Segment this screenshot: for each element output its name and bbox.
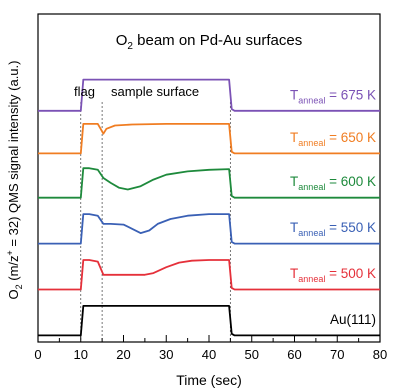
x-ticks: 0 10 20 30 40 50 60 70 80	[34, 335, 387, 362]
x-tick-label: 30	[159, 347, 173, 362]
region-label-flag: flag	[74, 84, 95, 99]
series-line	[38, 78, 380, 112]
series-line	[38, 259, 380, 291]
x-tick-label: 80	[373, 347, 387, 362]
series-lines	[38, 78, 380, 337]
x-tick-label: 0	[34, 347, 41, 362]
x-tick-label: 60	[287, 347, 301, 362]
x-tick-label: 40	[202, 347, 216, 362]
series-label: Tanneal = 550 K	[290, 220, 376, 238]
series-label: Tanneal = 650 K	[290, 130, 376, 148]
x-tick-label: 20	[116, 347, 130, 362]
x-tick-label: 50	[245, 347, 259, 362]
series-label: Tanneal = 675 K	[290, 87, 376, 105]
region-label-sample: sample surface	[111, 84, 199, 99]
x-tick-label: 10	[74, 347, 88, 362]
series-label: Tanneal = 600 K	[290, 174, 376, 192]
x-tick-label: 70	[330, 347, 344, 362]
chart-title: O2 beam on Pd-Au surfaces	[116, 32, 303, 52]
series-line	[38, 167, 380, 199]
series-label: Au(111)	[330, 312, 376, 327]
series-line	[38, 304, 380, 337]
y-axis-label: O2 (m/z+ = 32) QMS signal intensity (a.u…	[5, 61, 24, 300]
series-labels: Au(111) Tanneal = 500 K Tanneal = 550 K Tan…	[290, 87, 376, 327]
x-axis-label: Time (sec)	[176, 372, 242, 388]
series-line	[38, 123, 380, 155]
series-line	[38, 213, 380, 245]
series-label: Tanneal = 500 K	[290, 266, 376, 284]
